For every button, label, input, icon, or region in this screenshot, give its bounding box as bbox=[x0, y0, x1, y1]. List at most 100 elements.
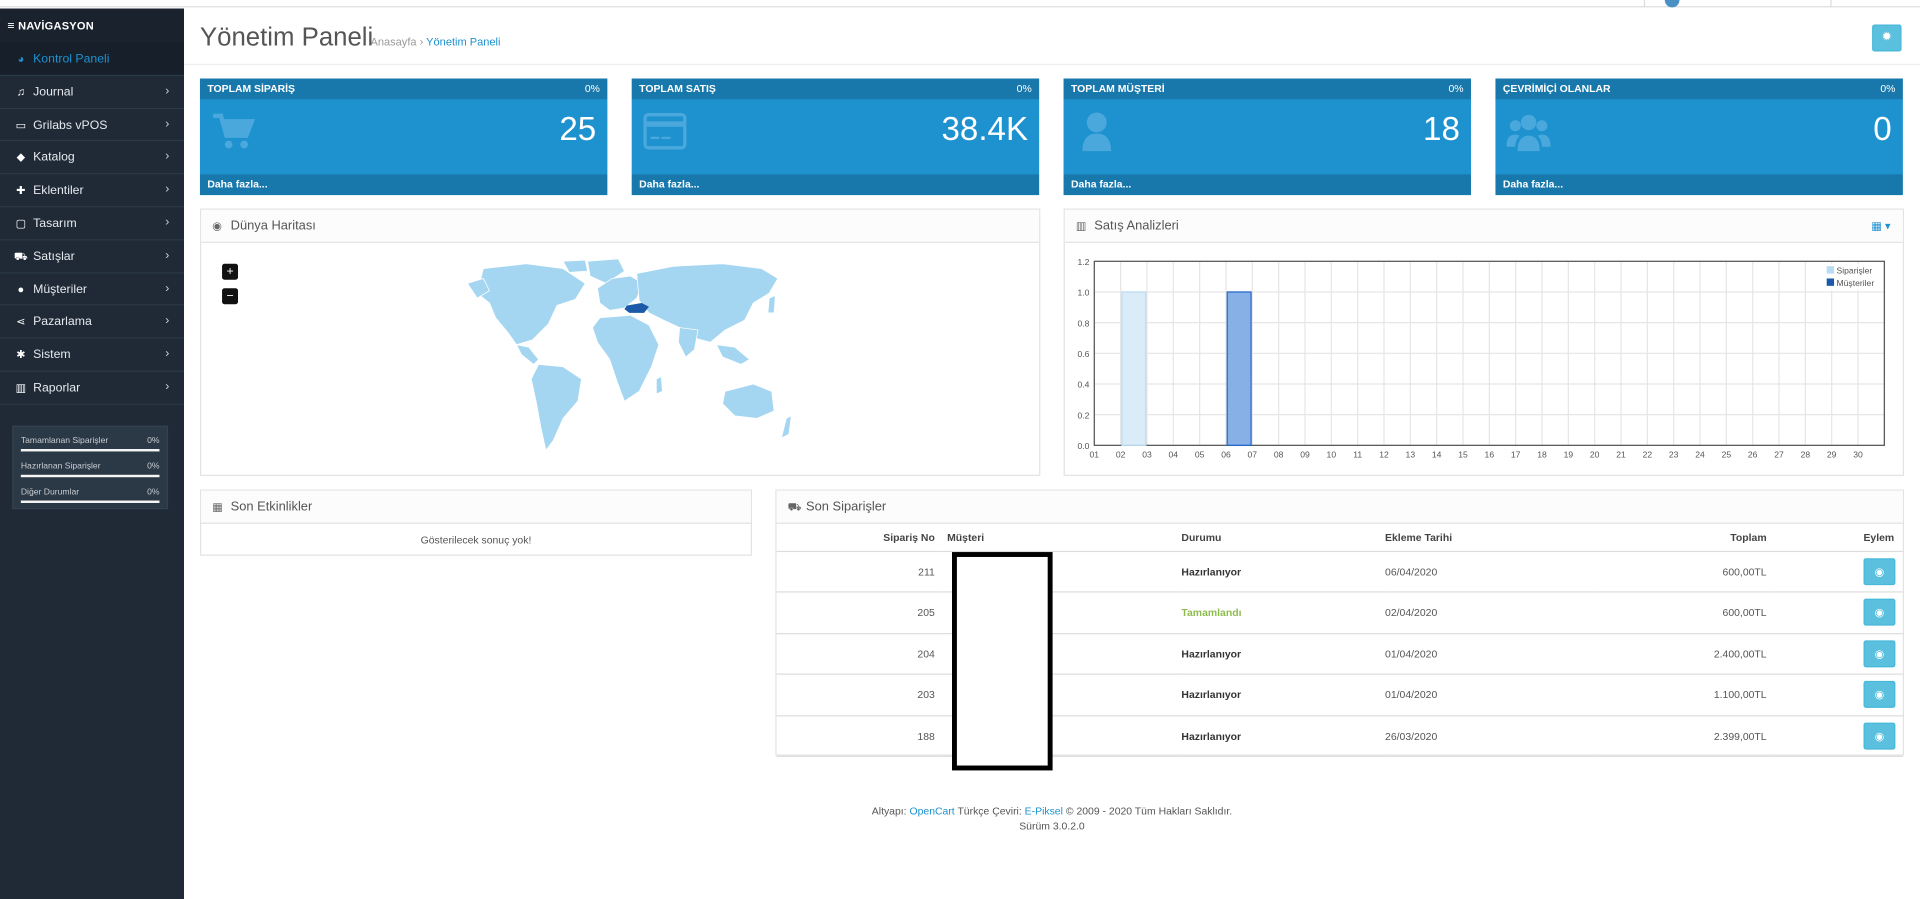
sidebar-item-marketing[interactable]: ⋖ Pazarlama › bbox=[0, 306, 185, 339]
status-cell: Tamamlandı bbox=[1181, 591, 1386, 634]
stat-percent: 0% bbox=[147, 462, 160, 472]
cart-icon: ⛟ bbox=[787, 500, 802, 513]
sidebar-item-label: Kontrol Paneli bbox=[33, 52, 110, 67]
x-tick-label: 23 bbox=[1669, 450, 1679, 460]
x-tick-label: 24 bbox=[1695, 450, 1705, 460]
bar-müşteriler bbox=[1226, 291, 1252, 446]
x-tick-label: 03 bbox=[1142, 450, 1152, 460]
sidebar-item-system[interactable]: ✱ Sistem › bbox=[0, 339, 185, 372]
x-tick-label: 18 bbox=[1537, 450, 1547, 460]
footer-text: Altyapı: bbox=[871, 804, 907, 818]
breadcrumb-separator: › bbox=[419, 35, 424, 48]
nav-header[interactable]: ≡ NAVİGASYON bbox=[0, 8, 185, 43]
top-bar-divider bbox=[1830, 0, 1832, 8]
x-tick-label: 08 bbox=[1274, 450, 1284, 460]
date-cell: 02/04/2020 bbox=[1385, 591, 1594, 634]
status-cell: Hazırlanıyor bbox=[1181, 715, 1386, 757]
order-id-cell: 205 bbox=[776, 591, 943, 634]
view-order-button[interactable]: ◉ bbox=[1863, 557, 1896, 585]
settings-button[interactable]: ✹ bbox=[1872, 24, 1902, 52]
tile-value: 25 bbox=[559, 110, 597, 148]
tile-more-link[interactable]: Daha fazla... bbox=[1063, 174, 1471, 196]
chevron-right-icon: › bbox=[165, 215, 170, 230]
sidebar-item-extensions[interactable]: ✚ Eklentiler › bbox=[0, 174, 185, 208]
x-tick-label: 17 bbox=[1511, 450, 1521, 460]
x-tick-label: 05 bbox=[1195, 450, 1205, 460]
nav-header-label: NAVİGASYON bbox=[18, 19, 94, 32]
view-order-button[interactable]: ◉ bbox=[1863, 681, 1896, 709]
sidebar-item-journal[interactable]: ♫ Journal › bbox=[0, 76, 185, 109]
chevron-right-icon: › bbox=[165, 314, 170, 329]
table-row: 204 Hazırlanıyor 01/04/2020 2.400,00TL ◉ bbox=[776, 633, 1903, 675]
stat-percent: 0% bbox=[147, 436, 160, 446]
opencart-link[interactable]: OpenCart bbox=[909, 804, 955, 818]
world-map[interactable] bbox=[440, 256, 808, 458]
total-cell: 2.400,00TL bbox=[1593, 633, 1774, 675]
sidebar-item-sales[interactable]: ⛟ Satışlar › bbox=[0, 240, 185, 274]
column-header[interactable]: Sipariş No bbox=[776, 523, 943, 552]
x-tick-label: 28 bbox=[1801, 450, 1811, 460]
x-tick-label: 15 bbox=[1458, 450, 1468, 460]
view-order-button[interactable]: ◉ bbox=[1863, 640, 1896, 668]
sidebar-item-design[interactable]: ▢ Tasarım › bbox=[0, 207, 185, 241]
breadcrumb-current[interactable]: Yönetim Paneli bbox=[426, 35, 501, 48]
zoom-out-button[interactable]: − bbox=[222, 288, 238, 305]
sidebar-item-catalog[interactable]: ◆ Katalog › bbox=[0, 142, 185, 175]
column-header[interactable]: Durumu bbox=[1181, 523, 1386, 552]
tile-more-link[interactable]: Daha fazla... bbox=[1495, 174, 1903, 196]
column-header[interactable]: Müşteri bbox=[942, 523, 1182, 552]
cart-icon bbox=[213, 113, 256, 149]
bar-siparişler bbox=[1121, 291, 1147, 446]
view-order-button[interactable]: ◉ bbox=[1863, 598, 1896, 626]
sidebar-item-vpos[interactable]: ▭ Grilabs vPOS › bbox=[0, 109, 185, 142]
tile-value: 18 bbox=[1423, 110, 1460, 148]
sidebar-item-customers[interactable]: ● Müşteriler › bbox=[0, 273, 185, 306]
main-content: Yönetim Paneli Anasayfa › Yönetim Paneli… bbox=[184, 8, 1920, 899]
x-tick-label: 25 bbox=[1722, 450, 1732, 460]
progress-bar bbox=[20, 449, 160, 452]
column-header[interactable]: Ekleme Tarihi bbox=[1385, 523, 1594, 552]
sidebar-item-label: Pazarlama bbox=[33, 315, 92, 330]
share-icon: ⋖ bbox=[16, 315, 26, 329]
date-cell: 26/03/2020 bbox=[1385, 715, 1594, 757]
date-cell: 01/04/2020 bbox=[1385, 674, 1594, 716]
stat-other: Diğer Durumlar 0% bbox=[20, 482, 159, 508]
calendar-dropdown[interactable]: ▦ ▾ bbox=[1871, 210, 1890, 243]
tile-more-link[interactable]: Daha fazla... bbox=[199, 174, 608, 196]
version-text: Sürüm 3.0.2.0 bbox=[1019, 819, 1085, 832]
panel-title: Satış Analizleri bbox=[1094, 218, 1179, 234]
zoom-in-button[interactable]: + bbox=[222, 263, 238, 280]
sidebar-item-label: Tasarım bbox=[33, 217, 77, 231]
stat-label: Diğer Durumlar bbox=[20, 488, 80, 497]
caret-down-icon: ▾ bbox=[1884, 219, 1891, 232]
x-tick-label: 20 bbox=[1590, 450, 1600, 460]
sales-analytics-panel: ▥ Satış Analizleri ▦ ▾ 0.0 0.2 0.4 0.6 0.8 1.0… bbox=[1063, 208, 1904, 476]
breadcrumb-home[interactable]: Anasayfa bbox=[370, 35, 417, 48]
page-header: Yönetim Paneli Anasayfa › Yönetim Paneli… bbox=[184, 9, 1920, 66]
x-tick-label: 13 bbox=[1406, 450, 1416, 460]
tile-more-link[interactable]: Daha fazla... bbox=[631, 174, 1040, 196]
x-tick-label: 27 bbox=[1774, 450, 1784, 460]
x-tick-label: 16 bbox=[1485, 450, 1495, 460]
epiksel-link[interactable]: E-Piksel bbox=[1024, 804, 1063, 818]
avatar[interactable] bbox=[1664, 0, 1680, 8]
y-tick-label: 0.4 bbox=[1077, 380, 1089, 390]
tile-value: 38.4K bbox=[941, 110, 1029, 148]
bar-chart-icon: ▥ bbox=[1075, 219, 1087, 232]
y-tick-label: 1.2 bbox=[1077, 257, 1089, 267]
tile-percent: 0% bbox=[1880, 82, 1896, 95]
music-note-icon: ♫ bbox=[16, 85, 25, 98]
legend-label: Siparişler bbox=[1837, 266, 1873, 276]
view-order-button[interactable]: ◉ bbox=[1863, 722, 1896, 750]
tile-percent: 0% bbox=[584, 82, 600, 95]
column-header[interactable]: Toplam bbox=[1593, 523, 1774, 552]
empty-message: Gösterilecek sonuç yok! bbox=[420, 533, 532, 546]
redacted-area bbox=[951, 552, 1053, 771]
date-cell: 01/04/2020 bbox=[1385, 633, 1594, 675]
legend-swatch bbox=[1826, 278, 1835, 286]
sidebar-item-reports[interactable]: ▥ Raporlar › bbox=[0, 372, 185, 405]
table-row: 188 Hazırlanıyor 26/03/2020 2.399,00TL ◉ bbox=[776, 715, 1903, 757]
sidebar-item-dashboard[interactable]: ◕ Kontrol Paneli bbox=[0, 42, 185, 76]
sidebar-item-label: Grilabs vPOS bbox=[33, 118, 108, 132]
highlighted-country[interactable] bbox=[624, 303, 649, 313]
